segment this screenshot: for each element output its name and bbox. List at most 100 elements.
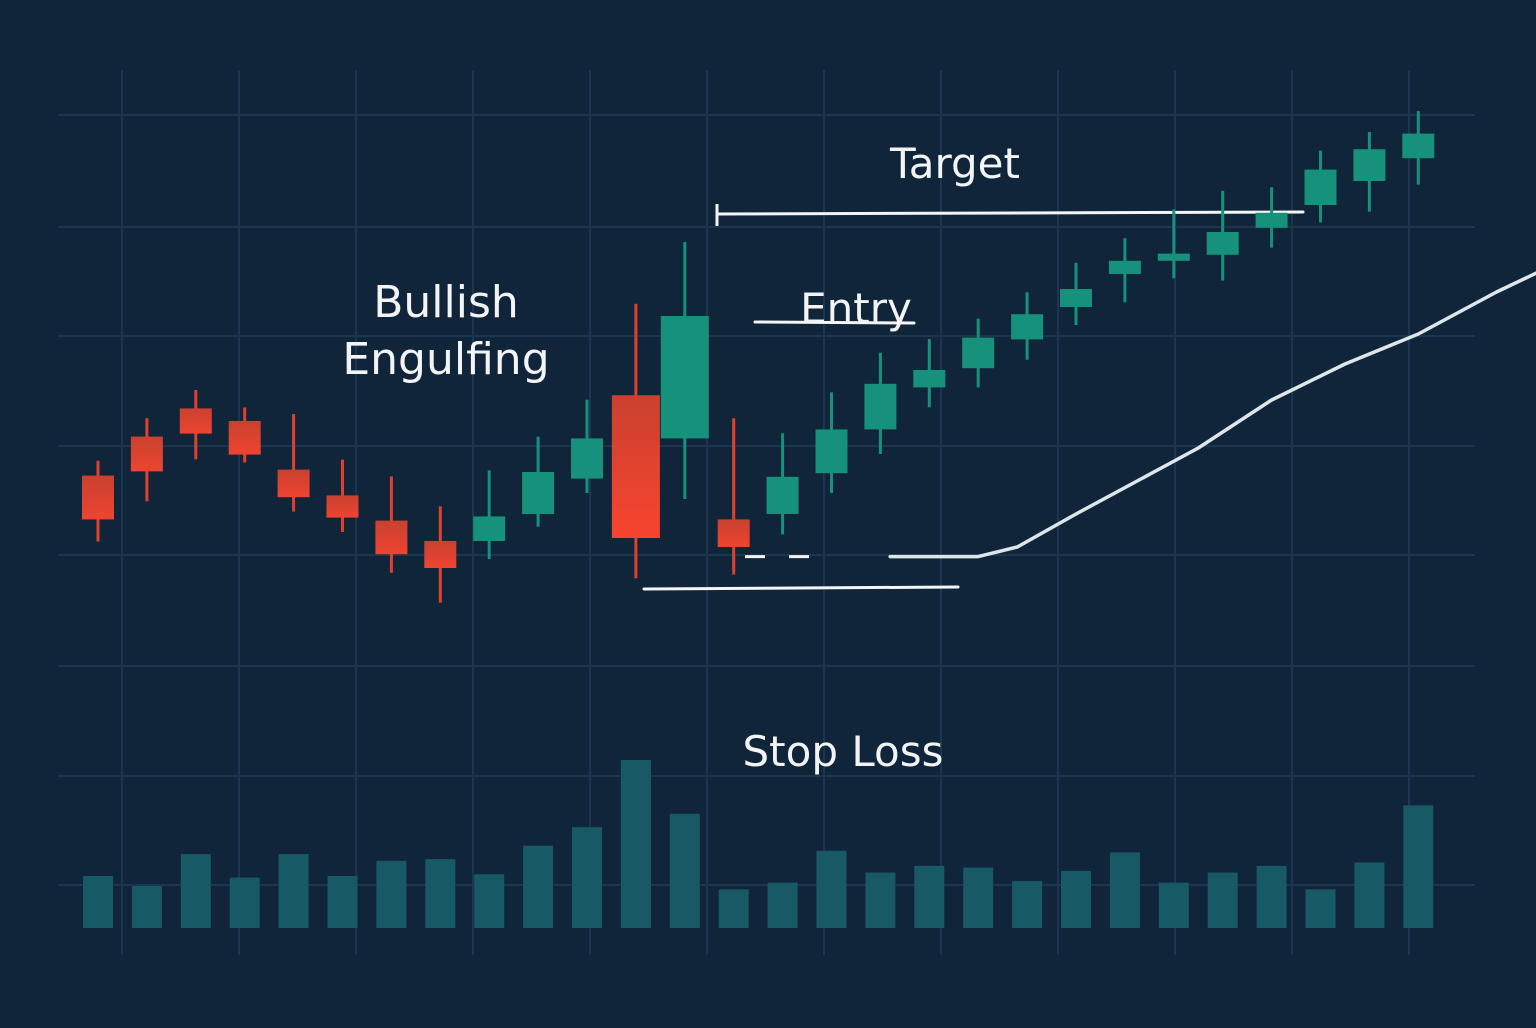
gridlines [58,70,1475,955]
volume-bar-15 [816,850,847,928]
volume-bar-11 [620,760,651,928]
candle-13 [717,418,750,575]
pattern-label-line1: Bullish [373,277,519,328]
pattern-label-line2: Engulfing [342,334,549,385]
candle-body-1 [130,436,163,472]
volume-bar-23 [1207,872,1238,928]
volume-bar-9 [523,845,554,928]
candle-22 [1157,209,1190,279]
candle-body-19 [1011,314,1044,340]
trend-line-group [888,271,1536,559]
candle-9 [522,436,555,527]
volume-bar-17 [914,865,945,928]
candle-15 [815,392,848,493]
candle-body-21 [1108,260,1141,274]
volume-bar-4 [278,854,309,928]
candle-body-8 [473,516,506,541]
candle-24 [1255,187,1288,248]
volume-bar-1 [131,886,162,928]
entry-line [753,320,916,325]
candle-body-24 [1255,212,1288,228]
candle-body-17 [913,370,946,388]
volume-bar-14 [767,882,798,928]
candle-body-25 [1304,169,1337,205]
candle-12 [660,242,709,499]
volume-bar-21 [1109,852,1140,928]
candle-body-22 [1157,253,1190,261]
candles [82,111,1435,603]
volume-bar-6 [376,860,407,928]
candle-16 [864,352,897,454]
candle-body-7 [424,541,457,568]
candle-27 [1402,111,1435,185]
volume-bar-3 [229,877,260,928]
candle-1 [130,418,163,502]
entry-label: Entry [800,284,912,333]
candle-body-5 [326,495,359,518]
volume-bars [83,760,1434,928]
candle-0 [82,460,114,542]
candle-23 [1206,190,1239,281]
candle-body-20 [1060,289,1092,307]
candle-body-2 [179,408,212,434]
target-label: Target [889,139,1020,188]
candle-body-26 [1353,149,1386,181]
candle-6 [375,476,408,573]
candle-body-23 [1206,232,1239,255]
price-levels [642,204,1305,591]
candle-17 [913,339,946,408]
volume-bar-5 [327,875,358,928]
candle-8 [473,470,506,559]
volume-bar-26 [1354,862,1385,928]
candle-body-0 [82,475,114,520]
volume-bar-13 [718,889,749,928]
candle-body-11 [611,395,660,538]
candle-body-16 [864,383,897,430]
candle-body-3 [228,421,261,455]
candle-25 [1304,150,1337,223]
candle-body-6 [375,520,408,555]
candle-body-18 [962,337,995,369]
candle-11 [611,303,660,579]
volume-bar-20 [1061,870,1091,928]
candle-3 [228,407,261,463]
volume-bar-25 [1305,889,1336,928]
candle-body-14 [766,476,799,514]
volume-bar-7 [425,859,456,928]
candle-21 [1108,238,1141,303]
volume-bar-27 [1403,805,1434,928]
candle-14 [766,433,799,535]
candle-19 [1011,292,1044,360]
volume-bar-22 [1158,882,1189,928]
annotation-labels: Bullish Engulfing Entry Target Stop Loss [342,139,1020,776]
candle-7 [424,506,457,603]
volume-bar-8 [474,874,505,928]
volume-bar-24 [1256,865,1287,928]
candle-body-9 [522,472,555,514]
target-line [715,210,1305,216]
candle-20 [1060,262,1092,325]
stop-loss-label: Stop Loss [743,727,944,776]
volume-bar-12 [669,813,700,928]
volume-bar-0 [83,875,113,928]
candle-5 [326,459,359,532]
candle-body-15 [815,429,848,474]
candle-10 [571,399,603,493]
volume-bar-10 [572,827,602,928]
candle-body-4 [277,469,310,498]
volume-bar-19 [1012,880,1043,928]
trend-line [888,271,1536,559]
candle-body-12 [660,316,709,439]
candle-4 [277,414,310,512]
candle-body-10 [571,438,603,479]
candle-26 [1353,132,1386,212]
candle-body-13 [717,519,750,547]
candle-2 [179,390,212,460]
stop-loss-line [642,585,960,591]
candle-18 [962,318,995,388]
candle-body-27 [1402,133,1435,159]
volume-bar-16 [865,872,896,928]
volume-bar-18 [963,867,994,928]
